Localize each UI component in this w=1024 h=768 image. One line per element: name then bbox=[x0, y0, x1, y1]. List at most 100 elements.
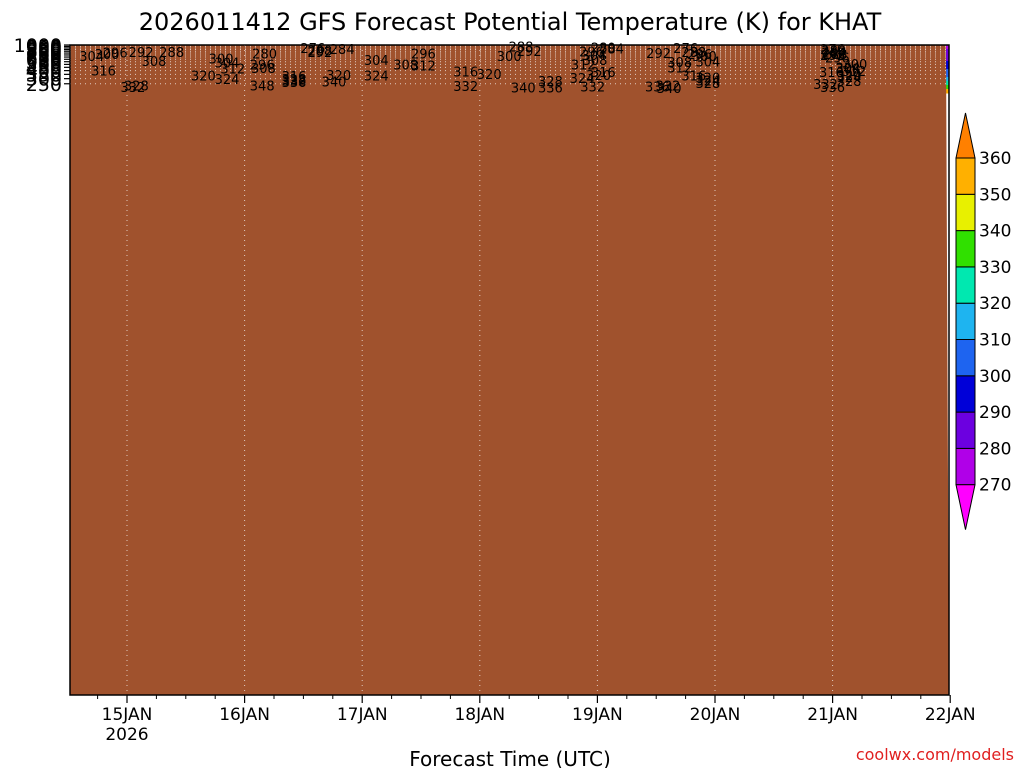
y-tick-label: 1000 bbox=[14, 35, 62, 57]
x-axis-label: Forecast Time (UTC) bbox=[409, 747, 611, 768]
x-tick-label: 22JAN bbox=[925, 705, 976, 725]
contour-label: 292 bbox=[129, 46, 154, 61]
colorbar-label: 330 bbox=[979, 258, 1011, 278]
contour-label: 328 bbox=[538, 75, 563, 90]
contour-label: 320 bbox=[837, 69, 862, 84]
colorbar-label: 270 bbox=[979, 476, 1011, 496]
contour-label: 336 bbox=[820, 81, 845, 96]
y-tick-label: 700 bbox=[26, 45, 62, 67]
contour-label: 336 bbox=[645, 81, 670, 96]
colorbar-segment bbox=[955, 230, 976, 268]
y-tick-label: 900 bbox=[26, 38, 62, 60]
x-tick-label: 21JAN bbox=[807, 705, 858, 725]
x-tick-label: 15JAN 2026 bbox=[102, 705, 153, 745]
y-tick-label: 250 bbox=[26, 74, 62, 96]
colorbar-label: 290 bbox=[979, 403, 1011, 423]
contour-label: 316 bbox=[282, 70, 307, 85]
y-tick-label: 350 bbox=[26, 64, 62, 86]
contour-label: 332 bbox=[656, 79, 681, 94]
contour-label: 276 bbox=[673, 42, 698, 57]
x-tick-label: 17JAN bbox=[337, 705, 388, 725]
contour-label: 288 bbox=[307, 44, 332, 59]
x-tick-label: 16JAN bbox=[219, 705, 270, 725]
colorbar-segment bbox=[955, 302, 976, 341]
contour-label: 296 bbox=[250, 58, 275, 73]
contour-label: 308 bbox=[667, 56, 692, 71]
contour-label: 316 bbox=[819, 66, 844, 81]
contour-label: 324 bbox=[695, 75, 720, 90]
colorbar-label: 360 bbox=[979, 149, 1011, 169]
contour-label: 312 bbox=[571, 59, 596, 74]
contour-label: 288 bbox=[159, 46, 184, 61]
contour-label: 308 bbox=[251, 62, 276, 77]
contour-label: 328 bbox=[837, 75, 862, 90]
contour-label: 332 bbox=[580, 81, 605, 96]
contour-label: 304 bbox=[215, 56, 240, 71]
contour-label: 296 bbox=[687, 48, 712, 63]
contour-label: 328 bbox=[695, 77, 720, 92]
colorbar-segment bbox=[955, 193, 976, 232]
x-tick-label: 20JAN bbox=[690, 705, 741, 725]
y-tick-label: 400 bbox=[26, 61, 62, 83]
contour-label: 292 bbox=[646, 47, 671, 62]
contour-label: 336 bbox=[538, 81, 563, 96]
contour-label: 316 bbox=[91, 65, 116, 80]
y-tick-label: 450 bbox=[26, 57, 62, 79]
colorbar-label: 320 bbox=[979, 294, 1011, 314]
y-tick-label: 850 bbox=[26, 40, 62, 62]
contour-label: 312 bbox=[667, 62, 692, 77]
contour-label: 296 bbox=[103, 47, 128, 62]
contour-label: 284 bbox=[821, 46, 846, 61]
chart-title: 2026011412 GFS Forecast Potential Temper… bbox=[139, 8, 882, 36]
contour-label: 284 bbox=[330, 43, 355, 58]
contour-label: 316 bbox=[453, 65, 478, 80]
contour-label: 292 bbox=[517, 45, 542, 60]
contour-label: 304 bbox=[835, 62, 860, 77]
contour-label: 324 bbox=[215, 73, 240, 88]
colorbar-segment bbox=[955, 375, 976, 413]
contour-label: 296 bbox=[579, 45, 604, 60]
y-tick-label: 950 bbox=[26, 36, 62, 58]
contour-label: 316 bbox=[591, 66, 616, 81]
contour-label: 304 bbox=[364, 54, 389, 69]
contour-label: 332 bbox=[813, 78, 838, 93]
contour-label: 300 bbox=[209, 53, 234, 68]
y-tick-label: 300 bbox=[26, 69, 62, 91]
contour-label: 320 bbox=[586, 69, 611, 84]
contour-label: 336 bbox=[282, 76, 307, 91]
contour-label: 316 bbox=[681, 70, 706, 85]
colorbar-label: 280 bbox=[979, 439, 1011, 459]
contour-label: 324 bbox=[570, 72, 595, 87]
colorbar-min-arrow bbox=[955, 484, 976, 530]
contour-label: 300 bbox=[692, 50, 717, 65]
contour-label: 300 bbox=[842, 58, 867, 73]
credit-text: coolwx.com/models bbox=[856, 745, 1014, 764]
contour-label: 332 bbox=[453, 80, 478, 95]
contour-label: 328 bbox=[282, 73, 307, 88]
colorbar-max-arrow bbox=[955, 112, 976, 159]
contour-label: 324 bbox=[364, 70, 389, 85]
y-tick-label: 650 bbox=[26, 47, 62, 69]
colorbar: 270 280 290 300 310 320 330 340 350 360 bbox=[955, 112, 1011, 530]
y-tick-label: 550 bbox=[26, 52, 62, 74]
colorbar-segment bbox=[955, 411, 976, 449]
contour-label: 320 bbox=[695, 72, 720, 87]
colorbar-segment bbox=[955, 157, 976, 195]
contour-label: 308 bbox=[142, 55, 167, 70]
contour-label: 340 bbox=[511, 81, 536, 96]
contour-label: 340 bbox=[322, 75, 347, 90]
contour-label: 276 bbox=[300, 42, 325, 57]
contour-label: 288 bbox=[681, 46, 706, 61]
colorbar-segment bbox=[955, 266, 976, 304]
contour-label: 320 bbox=[191, 70, 216, 85]
contour-label: 312 bbox=[841, 65, 866, 80]
contour-label: 280 bbox=[591, 42, 616, 57]
contour-label: 308 bbox=[583, 54, 608, 69]
colorbar-segment bbox=[955, 339, 976, 377]
contour-label: 292 bbox=[820, 49, 845, 64]
y-tick-label: 600 bbox=[26, 49, 62, 71]
colorbar-segment bbox=[955, 447, 976, 486]
x-axis: 15JAN 2026 16JAN 17JAN 18JAN 19JAN 20JAN 21JAN 2… bbox=[97, 695, 976, 745]
contour-label: 312 bbox=[220, 63, 245, 78]
